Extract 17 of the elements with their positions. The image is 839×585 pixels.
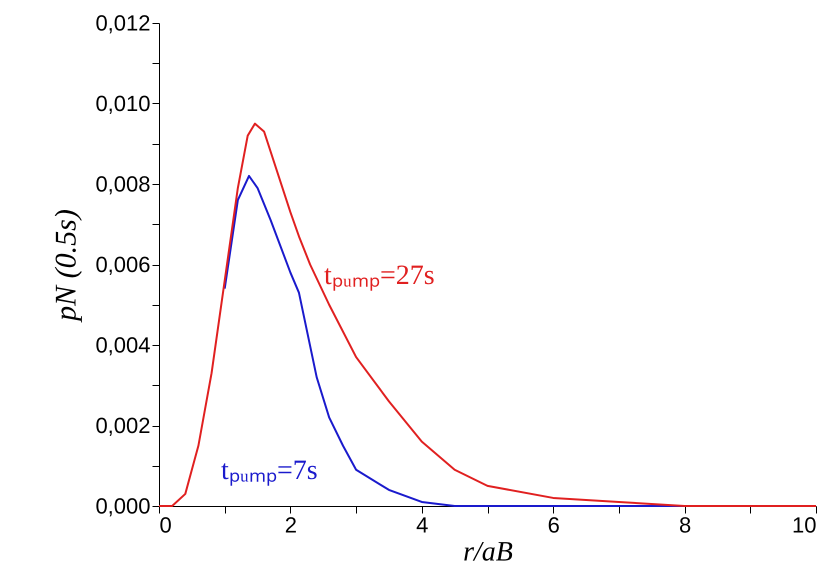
x-tick-label: 4 xyxy=(416,512,428,538)
x-tick-label: 8 xyxy=(678,512,692,538)
y-tick-label: 0,000 xyxy=(95,494,150,518)
y-tick-label: 0,010 xyxy=(95,91,150,116)
y-axis-title: pN (0.5s) xyxy=(49,209,82,323)
y-tick-label: 0,002 xyxy=(95,413,150,438)
x-tick-label: 2 xyxy=(284,512,298,538)
annotation: tₚᵤₘₚ=27s xyxy=(324,260,435,291)
y-tick-label: 0,012 xyxy=(95,10,150,36)
annotation: tₚᵤₘₚ=7s xyxy=(221,455,318,486)
y-tick-label: 0,004 xyxy=(95,332,150,358)
x-tick-label: 6 xyxy=(548,512,560,538)
x-tick-label: 0 xyxy=(160,512,172,538)
x-tick-label: 10 xyxy=(792,512,816,538)
x-axis-title: r/aB xyxy=(463,536,513,568)
y-tick-label: 0,008 xyxy=(95,172,150,196)
y-tick-label: 0,006 xyxy=(95,252,150,277)
